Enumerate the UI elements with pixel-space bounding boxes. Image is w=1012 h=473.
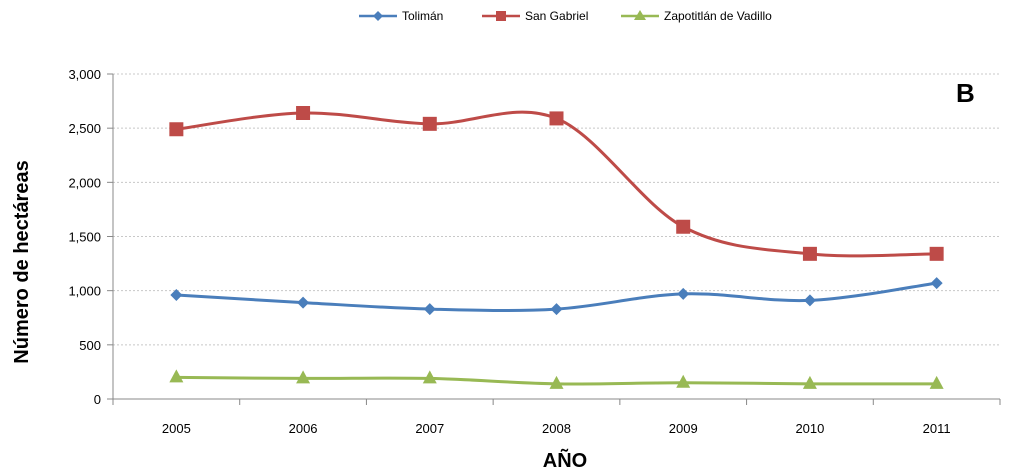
data-point-triangle xyxy=(296,370,311,384)
data-point-triangle xyxy=(169,369,184,383)
x-tick-label: 2007 xyxy=(415,421,444,436)
x-tick-label: 2006 xyxy=(289,421,318,436)
y-tick-label: 1,000 xyxy=(68,284,101,299)
x-axis-title: AÑO xyxy=(543,449,587,472)
y-tick-label: 1,500 xyxy=(68,230,101,245)
data-point-diamond xyxy=(170,289,183,301)
data-point-triangle xyxy=(549,375,564,389)
x-tick-label: 2008 xyxy=(542,421,571,436)
data-point-square xyxy=(422,116,437,131)
data-point-triangle xyxy=(676,374,691,388)
x-tick-label: 2009 xyxy=(669,421,698,436)
data-point-square xyxy=(169,122,184,137)
y-tick-label: 0 xyxy=(94,392,101,407)
data-point-diamond xyxy=(297,296,310,309)
series-line xyxy=(176,110,937,258)
y-axis-title: Número de hectáreas xyxy=(11,160,33,363)
legend-label: Zapotitlán de Vadillo xyxy=(664,9,772,23)
y-tick-label: 500 xyxy=(79,338,101,353)
legend-square-icon xyxy=(496,11,506,21)
data-point-triangle xyxy=(802,375,817,389)
data-point-diamond xyxy=(677,287,690,300)
y-tick-labels: 0 500 1,000 1,500 2,000 2,500 3,000 xyxy=(68,67,101,407)
x-tick-label: 2011 xyxy=(923,421,951,436)
series-layer xyxy=(169,106,944,389)
y-tick-label: 2,500 xyxy=(68,121,101,136)
legend-diamond-icon xyxy=(373,11,383,21)
legend-item: Zapotitlán de Vadillo xyxy=(621,9,772,23)
series-2 xyxy=(169,369,944,389)
data-point-triangle xyxy=(422,370,437,384)
legend-item: San Gabriel xyxy=(482,9,588,23)
legend-item: Tolimán xyxy=(359,9,443,23)
data-point-square xyxy=(676,219,691,234)
data-point-diamond xyxy=(550,303,563,316)
data-point-square xyxy=(802,246,817,261)
x-tick-labels: 2005 2006 2007 2008 2009 2010 2011 xyxy=(162,421,951,436)
series-1 xyxy=(169,106,944,261)
x-tick-label: 2005 xyxy=(162,421,191,436)
gridlines xyxy=(107,73,1000,400)
panel-label: B xyxy=(956,78,975,108)
data-point-square xyxy=(929,246,944,261)
series-0 xyxy=(170,277,943,316)
axes xyxy=(112,74,1001,405)
legend-label: San Gabriel xyxy=(525,9,588,23)
legend: Tolimán San Gabriel Zapotitlán de Vadillo xyxy=(359,9,772,23)
x-tick-label: 2010 xyxy=(795,421,824,436)
data-point-diamond xyxy=(423,303,436,316)
data-point-square xyxy=(549,111,564,126)
y-tick-label: 3,000 xyxy=(68,67,101,82)
legend-label: Tolimán xyxy=(402,9,443,23)
legend-triangle-icon xyxy=(634,10,646,20)
data-point-diamond xyxy=(930,277,943,290)
y-tick-label: 2,000 xyxy=(68,175,101,190)
data-point-triangle xyxy=(929,375,944,389)
data-point-square xyxy=(296,106,311,120)
data-point-diamond xyxy=(803,294,816,307)
